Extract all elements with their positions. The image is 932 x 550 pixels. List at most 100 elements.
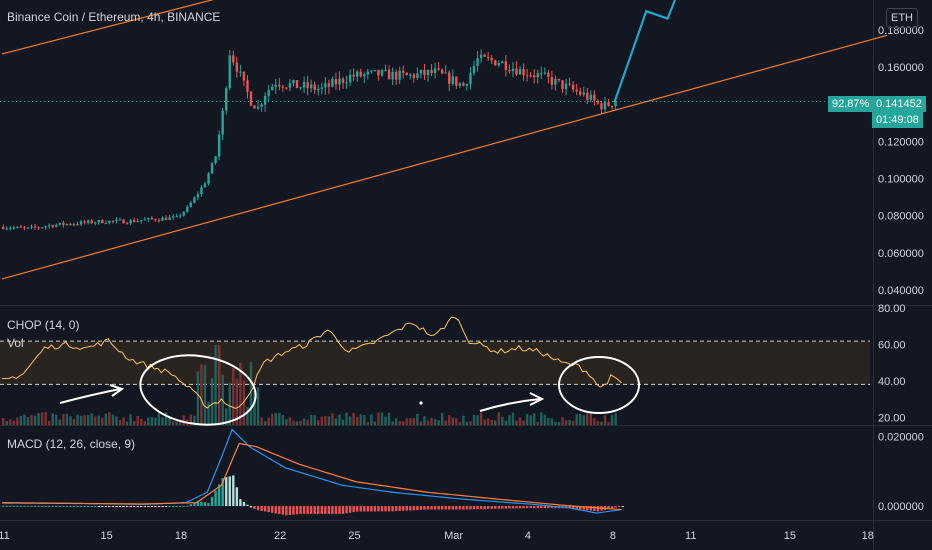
chop-tick-label: 40.00	[878, 376, 906, 388]
volume-bar	[391, 421, 394, 425]
time-tick-label: 15	[101, 530, 113, 542]
chop-indicator-label[interactable]: CHOP (14, 0)	[7, 318, 80, 332]
volume-bar	[540, 412, 543, 425]
macd-histogram-bar	[437, 506, 440, 510]
macd-tick-label: 0.000000	[878, 501, 924, 513]
macd-histogram-bar	[356, 506, 359, 512]
macd-histogram-bar	[26, 505, 30, 507]
macd-histogram-bar	[242, 501, 246, 507]
candle-body	[469, 72, 472, 85]
volume-bar	[164, 412, 168, 425]
volume-bar	[228, 382, 231, 425]
volume-bar	[101, 417, 104, 425]
candle-body	[348, 74, 352, 83]
macd-histogram-bar	[19, 505, 23, 507]
macd-histogram-bar	[94, 506, 97, 508]
macd-histogram-bar	[189, 504, 193, 507]
candle-body	[451, 76, 454, 84]
volume-bar	[486, 418, 490, 425]
macd-histogram-bar	[394, 506, 398, 512]
macd-histogram-bar	[168, 506, 171, 508]
candle-body	[281, 86, 285, 88]
candle-body	[263, 95, 267, 105]
macd-histogram-bar	[440, 506, 444, 510]
candle-body	[458, 83, 462, 86]
candle-body	[83, 221, 86, 223]
volume-bar	[490, 419, 493, 425]
candle-body	[568, 83, 571, 85]
macd-histogram-bar	[164, 506, 168, 508]
volume-bar	[515, 420, 518, 425]
candle-body	[267, 90, 270, 96]
chop-tick-label: 80.00	[878, 303, 906, 315]
candle-body	[515, 68, 518, 75]
candle-body	[309, 84, 313, 89]
volume-bar	[437, 420, 440, 425]
macd-histogram-bar	[253, 506, 256, 509]
volume-bar	[256, 387, 260, 425]
candle-body	[58, 222, 62, 225]
macd-histogram-bar	[228, 476, 231, 507]
candle-body	[69, 223, 72, 225]
candle-body	[232, 55, 235, 63]
candle-body	[37, 227, 40, 229]
volume-bar	[614, 413, 617, 425]
macd-histogram-bar	[596, 506, 600, 512]
macd-histogram-bar	[313, 506, 316, 514]
macd-histogram-bar	[398, 506, 401, 511]
macd-histogram-bar	[617, 506, 621, 508]
volume-bar	[458, 421, 462, 425]
price-tick-label: 0.100000	[878, 174, 924, 186]
volume-bar	[23, 414, 26, 425]
candle-body	[593, 94, 596, 101]
volume-bar	[30, 415, 33, 425]
volume-bar	[111, 414, 115, 425]
macd-histogram-bar	[161, 506, 164, 508]
volume-bar	[48, 420, 51, 425]
candle-body	[150, 218, 154, 220]
macd-histogram-bar	[274, 506, 277, 514]
volume-indicator-label[interactable]: Vol	[7, 336, 24, 350]
chop-band-fill	[0, 341, 870, 385]
candle-body	[161, 217, 164, 221]
macd-histogram-bar	[90, 506, 93, 508]
candle-body	[501, 61, 504, 63]
macd-histogram-bar	[302, 506, 306, 514]
volume-bar	[469, 421, 472, 425]
volume-bar	[501, 416, 504, 425]
macd-histogram-bar	[256, 506, 260, 511]
volume-bar	[309, 414, 313, 425]
chop-tick-label: 20.00	[878, 413, 906, 425]
volume-bar	[564, 420, 568, 425]
volume-bar	[171, 421, 175, 425]
macd-histogram-bar	[37, 505, 40, 507]
volume-bar	[207, 401, 210, 425]
macd-histogram-bar	[143, 506, 146, 508]
macd-histogram-bar	[235, 487, 239, 507]
currency-button[interactable]: ETH	[886, 8, 918, 28]
macd-histogram-bar	[118, 506, 122, 508]
macd-histogram-bar	[79, 505, 83, 507]
candle-body	[448, 72, 451, 84]
price-tick-label: 0.060000	[878, 248, 924, 260]
macd-histogram-bar	[486, 506, 490, 509]
candle-body	[101, 220, 104, 224]
candle-body	[320, 87, 323, 89]
macd-histogram-bar	[589, 506, 593, 511]
macd-histogram-bar	[12, 505, 16, 507]
volume-bar	[508, 415, 511, 425]
volume-bar	[232, 368, 235, 425]
volume-bar	[313, 415, 316, 425]
macd-histogram-bar	[55, 505, 58, 507]
macd-histogram-bar	[462, 506, 465, 510]
macd-histogram-bar	[5, 505, 8, 507]
candle-body	[271, 86, 274, 91]
macd-indicator-label[interactable]: MACD (12, 26, close, 9)	[7, 437, 136, 451]
macd-histogram-bar	[571, 506, 575, 509]
volume-bar	[37, 413, 40, 425]
candle-body	[490, 57, 493, 61]
price-tick-label: 0.040000	[878, 285, 924, 297]
macd-histogram-bar	[490, 506, 493, 509]
macd-histogram-bar	[111, 506, 115, 508]
